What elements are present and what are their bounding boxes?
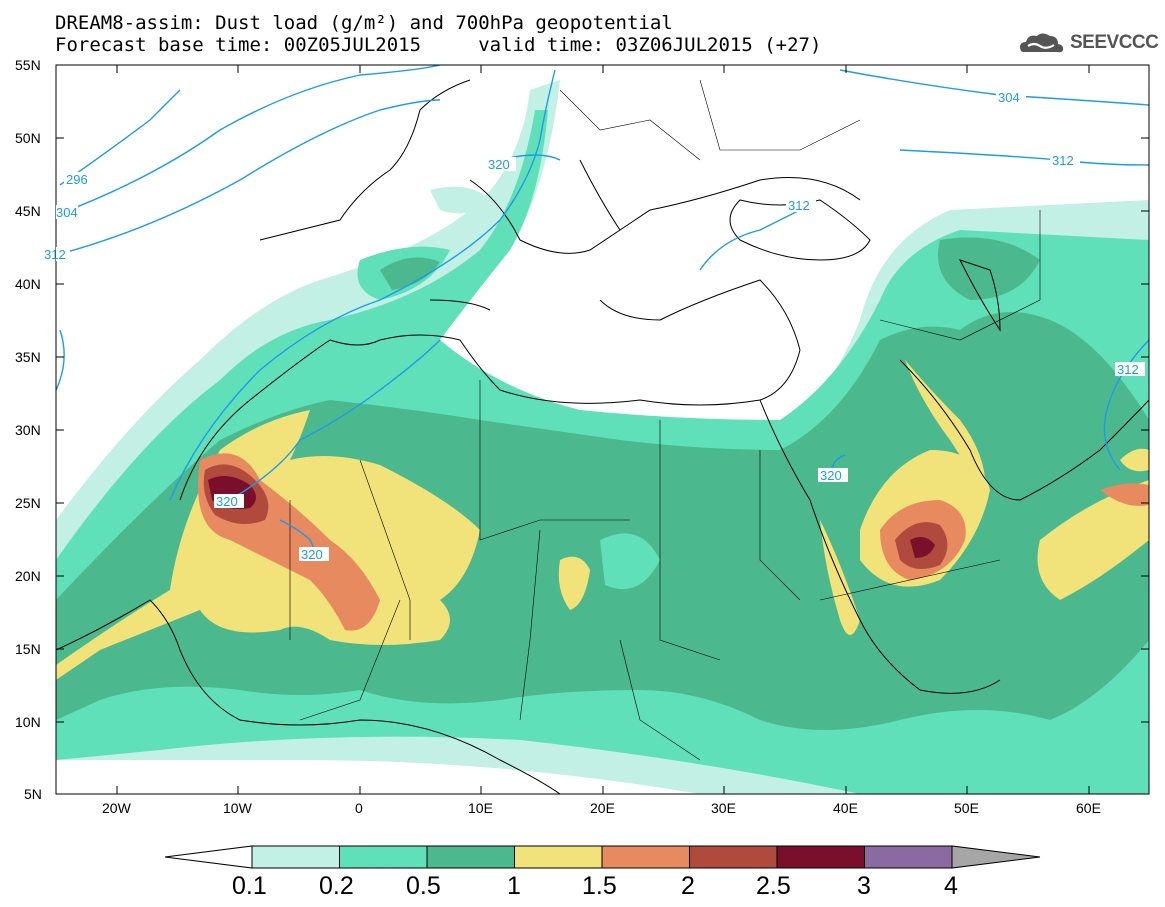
lon-label: 10W — [223, 800, 252, 816]
lat-label: 55N — [15, 57, 41, 73]
colorbar-box — [426, 845, 515, 869]
lon-label: 20E — [590, 800, 615, 816]
map-title: DREAM8-assim: Dust load (g/m²) and 700hP… — [55, 12, 673, 34]
contour-label: 304 — [998, 90, 1020, 105]
colorbar-label: 4 — [944, 872, 958, 900]
lat-label: 5N — [24, 786, 42, 802]
contour-label: 312 — [1052, 153, 1074, 168]
contour-labels: 304 312 296 304 312 320 320 320 320 312 … — [44, 90, 1145, 562]
lat-label: 25N — [15, 495, 41, 511]
colorbar-label: 0.1 — [232, 872, 267, 900]
colorbar-box — [601, 845, 690, 869]
lon-label: 40E — [833, 800, 858, 816]
contour-label: 320 — [216, 494, 238, 509]
lon-label: 20W — [102, 800, 131, 816]
lat-label: 20N — [15, 568, 41, 584]
tick-marks — [56, 65, 1149, 794]
colorbar — [164, 845, 1041, 869]
cloud-logo-icon — [1020, 33, 1064, 53]
colorbar-label: 3 — [857, 872, 871, 900]
lat-label: 50N — [15, 130, 41, 146]
contour-label: 320 — [301, 547, 323, 562]
colorbar-box — [251, 845, 340, 869]
colorbar-label: 2 — [681, 872, 695, 900]
lon-label: 30E — [711, 800, 736, 816]
lat-label: 15N — [15, 641, 41, 657]
lat-label: 10N — [15, 714, 41, 730]
colorbar-label: 0.2 — [319, 872, 354, 900]
coastlines — [56, 79, 1149, 794]
contour-label: 296 — [66, 172, 88, 187]
lat-label: 35N — [15, 349, 41, 365]
contour-label: 304 — [56, 205, 78, 220]
contour-label: 320 — [488, 157, 510, 172]
lat-label: 45N — [15, 203, 41, 219]
lon-label: 60E — [1076, 800, 1101, 816]
contour-label: 320 — [820, 468, 842, 483]
colorbar-label: 0.5 — [406, 872, 441, 900]
contour-label: 312 — [1117, 362, 1139, 377]
contour-label: 312 — [44, 247, 66, 262]
colorbar-above-arrow — [951, 845, 1041, 869]
lat-label: 30N — [15, 422, 41, 438]
contour-label: 312 — [788, 198, 810, 213]
colorbar-below-arrow — [164, 845, 253, 869]
map-subtitle: Forecast base time: 00Z05JUL2015 valid t… — [55, 34, 822, 56]
lon-label: 0 — [355, 800, 363, 816]
logo-text: SEEVCCC — [1070, 32, 1159, 53]
colorbar-box — [864, 845, 953, 869]
lat-label: 40N — [15, 276, 41, 292]
colorbar-box — [339, 845, 428, 869]
colorbar-label: 2.5 — [756, 872, 791, 900]
colorbar-label: 1 — [507, 872, 521, 900]
country-borders — [289, 79, 1041, 761]
lon-label: 50E — [954, 800, 979, 816]
colorbar-box — [776, 845, 865, 869]
colorbar-label: 1.5 — [582, 872, 617, 900]
lon-label: 10E — [468, 800, 493, 816]
colorbar-box — [689, 845, 778, 869]
colorbar-box — [514, 845, 603, 869]
